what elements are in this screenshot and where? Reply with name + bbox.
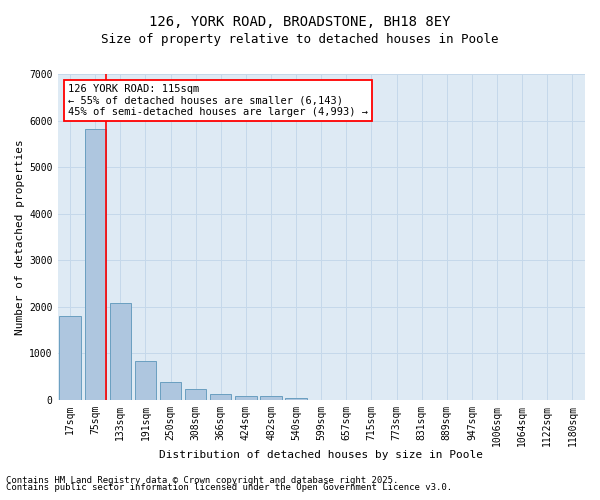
Text: Contains public sector information licensed under the Open Government Licence v3: Contains public sector information licen… <box>6 484 452 492</box>
Bar <box>210 394 232 400</box>
Bar <box>135 361 156 400</box>
Bar <box>185 388 206 400</box>
Bar <box>59 316 81 400</box>
Bar <box>110 303 131 400</box>
Text: 126 YORK ROAD: 115sqm
← 55% of detached houses are smaller (6,143)
45% of semi-d: 126 YORK ROAD: 115sqm ← 55% of detached … <box>68 84 368 117</box>
Bar <box>260 396 282 400</box>
Text: Contains HM Land Registry data © Crown copyright and database right 2025.: Contains HM Land Registry data © Crown c… <box>6 476 398 485</box>
Bar <box>286 398 307 400</box>
Text: Size of property relative to detached houses in Poole: Size of property relative to detached ho… <box>101 32 499 46</box>
Text: 126, YORK ROAD, BROADSTONE, BH18 8EY: 126, YORK ROAD, BROADSTONE, BH18 8EY <box>149 15 451 29</box>
Bar <box>160 382 181 400</box>
Bar <box>85 129 106 400</box>
X-axis label: Distribution of detached houses by size in Poole: Distribution of detached houses by size … <box>159 450 483 460</box>
Bar <box>235 396 257 400</box>
Y-axis label: Number of detached properties: Number of detached properties <box>15 139 25 335</box>
